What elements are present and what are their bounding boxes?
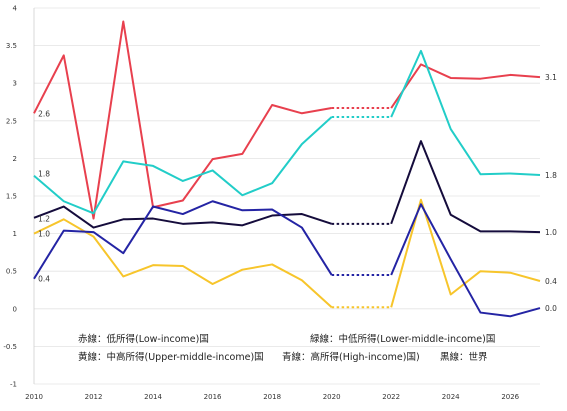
y-tick-label: 1	[13, 230, 17, 238]
series-line-blue	[390, 203, 541, 318]
legend-entry: 緑線：中低所得(Lower-middle-income)国	[310, 333, 495, 345]
y-tick-label: 1.5	[6, 193, 17, 201]
x-tick-label: 2022	[382, 393, 400, 401]
x-tick-label: 2024	[442, 393, 460, 401]
end-value-label: 0.4	[545, 277, 557, 286]
y-tick-label: -1	[10, 381, 17, 389]
series-line-teal	[390, 49, 541, 176]
y-tick-label: 3	[13, 80, 17, 88]
end-value-label: 1.8	[545, 171, 557, 180]
x-tick-label: 2010	[25, 393, 43, 401]
end-value-label: 3.1	[545, 73, 557, 82]
y-tick-label: 2	[13, 155, 17, 163]
series-line-teal	[33, 116, 333, 215]
x-tick-label: 2018	[263, 393, 281, 401]
legend-entry: 赤線：低所得(Low-income)国	[78, 333, 209, 345]
series-line-black	[33, 205, 332, 229]
legend-entry: 黄線：中高所得(Upper-middle-income)国	[78, 351, 264, 363]
y-tick-label: 2.5	[6, 117, 17, 125]
x-tick-label: 2026	[501, 393, 519, 401]
x-tick-label: 2016	[204, 393, 222, 401]
start-value-label: 1.2	[38, 215, 50, 224]
legend-entry: 黒線：世界	[440, 351, 488, 363]
series-line-blue	[33, 200, 333, 280]
start-value-label: 0.4	[38, 275, 50, 284]
series-line-black	[390, 140, 541, 234]
end-value-label: 1.0	[545, 228, 557, 237]
y-tick-label: 4	[13, 5, 18, 13]
y-tick-label: 0.5	[6, 268, 17, 276]
start-value-label: 1.0	[38, 230, 50, 239]
series-line-red	[33, 20, 332, 220]
start-value-label: 1.8	[38, 169, 50, 178]
y-tick-label: -0.5	[3, 343, 17, 351]
x-tick-label: 2020	[323, 393, 341, 401]
legend-entry: 青線：高所得(High-income)国)	[282, 351, 420, 363]
y-tick-label: 0	[13, 305, 17, 313]
series-line-yellow	[390, 198, 541, 308]
x-tick-label: 2012	[85, 393, 103, 401]
end-value-label: 0.0	[545, 304, 557, 313]
x-tick-label: 2014	[144, 393, 162, 401]
series-line-red	[390, 63, 541, 109]
start-value-label: 2.6	[38, 109, 50, 118]
series-line-yellow	[33, 218, 333, 309]
y-tick-label: 3.5	[6, 42, 17, 50]
